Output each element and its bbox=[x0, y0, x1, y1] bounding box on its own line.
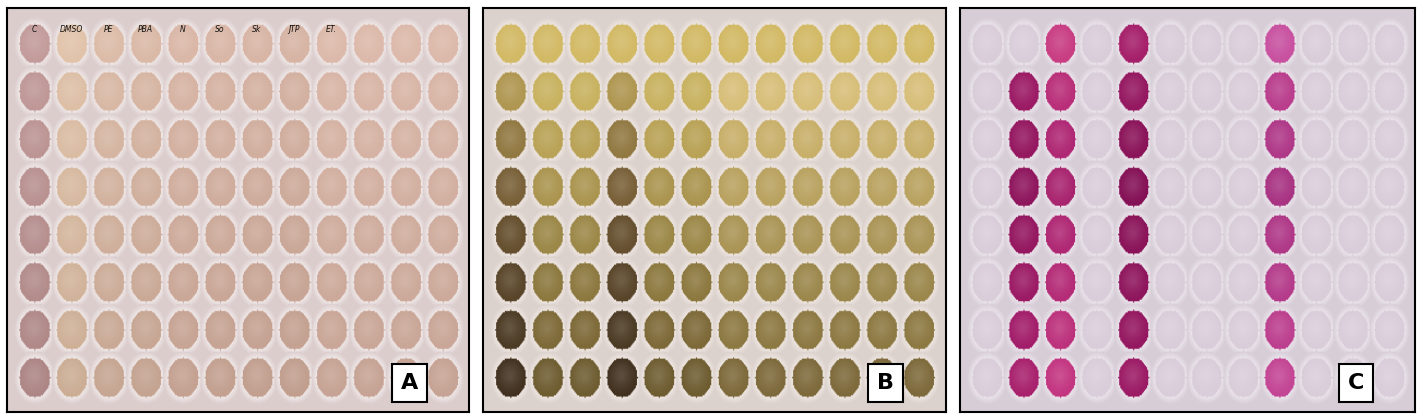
Text: B: B bbox=[877, 373, 894, 394]
Text: C: C bbox=[1348, 373, 1364, 394]
Text: PE: PE bbox=[104, 24, 114, 34]
Text: ET.: ET. bbox=[326, 24, 337, 34]
Text: Sk: Sk bbox=[252, 24, 262, 34]
Text: N: N bbox=[179, 24, 185, 34]
Text: JTP: JTP bbox=[289, 24, 300, 34]
Text: C: C bbox=[31, 24, 37, 34]
Text: So: So bbox=[215, 24, 225, 34]
Text: DMSO: DMSO bbox=[60, 24, 82, 34]
Text: PBA: PBA bbox=[138, 24, 154, 34]
Text: A: A bbox=[401, 373, 418, 394]
